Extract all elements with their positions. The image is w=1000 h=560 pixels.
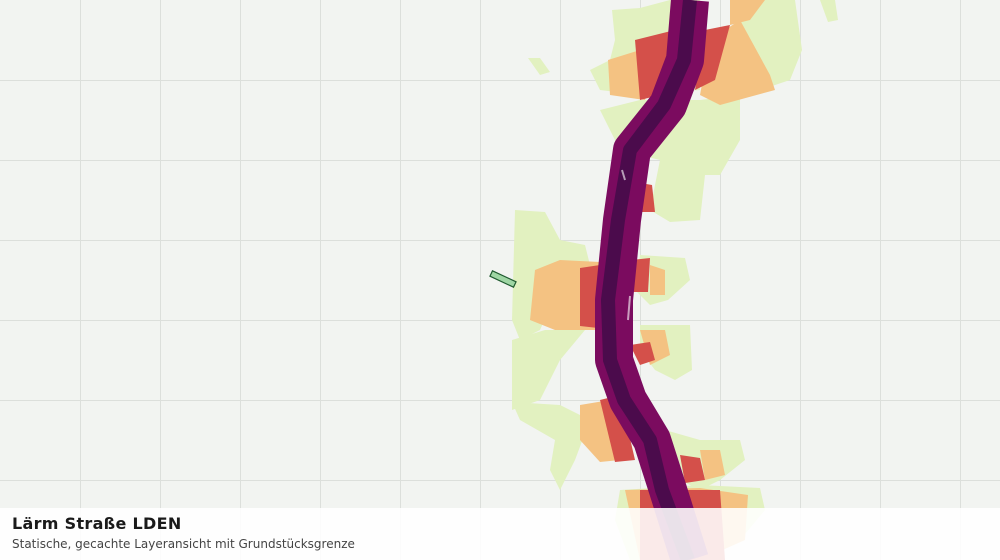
- parcel-boundary: [489, 269, 517, 289]
- legend-panel: Lärm Straße LDEN Statische, gecachte Lay…: [0, 508, 1000, 560]
- layer-title: Lärm Straße LDEN: [12, 514, 182, 533]
- road-band: [595, 0, 709, 560]
- layer-subtitle: Statische, gecachte Layeransicht mit Gru…: [12, 537, 355, 551]
- road-gap: [621, 169, 631, 321]
